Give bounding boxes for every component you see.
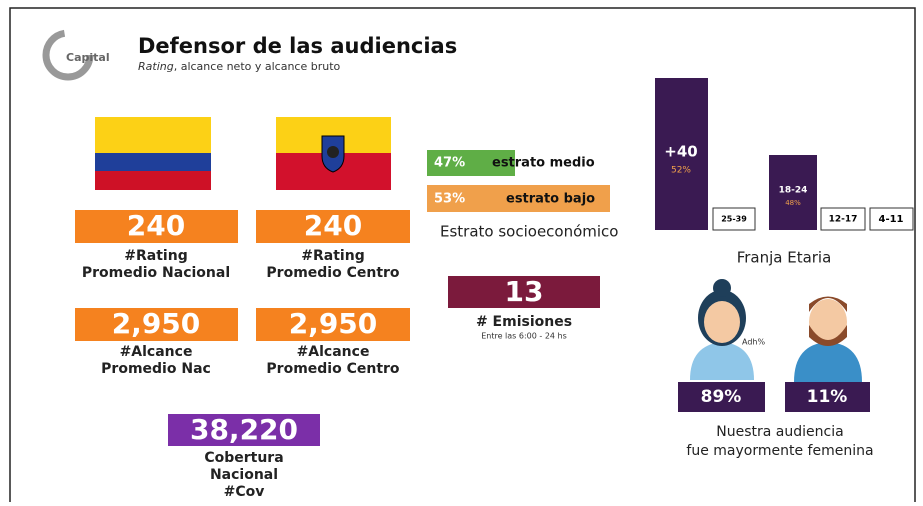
- metric-label: #Alcance: [297, 344, 370, 360]
- woman-icon: [690, 279, 754, 380]
- estrato-name: estrato bajo: [506, 192, 595, 207]
- title: Defensor de las audiencias: [138, 34, 457, 58]
- flag-colombia: [95, 117, 211, 190]
- flag-bogota: [276, 117, 391, 190]
- metric-label: Promedio Nacional: [82, 265, 230, 281]
- emisiones-label: # Emisiones: [476, 314, 572, 330]
- subtitle-em: Rating: [138, 60, 174, 73]
- franja-label: Franja Etaria: [737, 249, 832, 267]
- age-name: 4-11: [878, 214, 903, 225]
- age-name: 12-17: [829, 215, 858, 225]
- cobertura-label: Nacional: [210, 467, 278, 483]
- age-name: 25-39: [721, 215, 747, 224]
- age-name: 18-24: [779, 186, 808, 196]
- male-pct: 11%: [807, 387, 848, 407]
- estrato-pct: 53%: [434, 192, 465, 207]
- estrato-name: estrato medio: [492, 156, 595, 171]
- metric-value: 240: [127, 209, 185, 242]
- cobertura-value: 38,220: [190, 413, 298, 446]
- metric-label: Promedio Centro: [266, 265, 400, 281]
- metric-value: 2,950: [112, 307, 201, 340]
- age-name: +40: [664, 143, 697, 161]
- subtitle: Rating, alcance neto y alcance bruto: [138, 60, 341, 73]
- cobertura-label: #Cov: [224, 484, 265, 500]
- estrato-label: Estrato socioeconómico: [440, 223, 618, 241]
- adh-label: Adh%: [742, 338, 765, 347]
- gender-caption: fue mayormente femenina: [686, 443, 873, 459]
- subtitle-rest: , alcance neto y alcance bruto: [174, 60, 341, 73]
- metric-label: #Rating: [301, 248, 364, 264]
- metric-label: Promedio Centro: [266, 361, 400, 377]
- metric-label: Promedio Nac: [101, 361, 211, 377]
- metric-value: 2,950: [289, 307, 378, 340]
- age-pct: 52%: [671, 166, 691, 176]
- cobertura-label: Cobertura: [204, 450, 283, 466]
- metric-value: 240: [304, 209, 362, 242]
- gender-caption: Nuestra audiencia: [716, 424, 843, 440]
- frame: [9, 7, 916, 506]
- emisiones-value: 13: [505, 275, 544, 308]
- emisiones-note: Entre las 6:00 - 24 hs: [481, 332, 567, 341]
- logo: Capital: [42, 29, 110, 81]
- logo-text: Capital: [66, 51, 110, 64]
- estrato-pct: 47%: [434, 156, 465, 171]
- female-pct: 89%: [701, 387, 742, 407]
- age-pct: 48%: [785, 199, 801, 207]
- metric-label: #Rating: [124, 248, 187, 264]
- man-icon: [794, 296, 862, 382]
- metric-label: #Alcance: [120, 344, 193, 360]
